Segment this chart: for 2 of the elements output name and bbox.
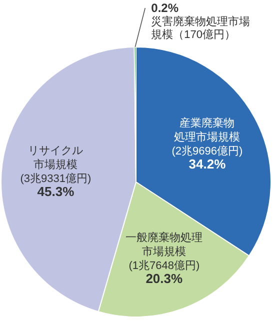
slice-label: 災害廃棄物処理市場規模（170億円） [151,15,250,41]
data-label: 0.2% [151,1,179,15]
